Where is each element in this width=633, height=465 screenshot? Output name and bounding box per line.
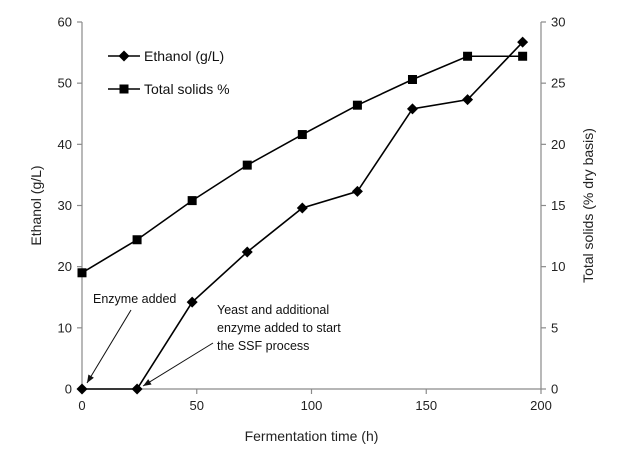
ethanol-point <box>131 383 143 395</box>
x-tick-label: 100 <box>301 398 323 413</box>
legend-label-ethanol: Ethanol (g/L) <box>144 48 224 64</box>
y-tick-label-right: 0 <box>551 382 558 397</box>
annotation-yeast-arrow-shaft <box>142 342 214 387</box>
y-axis-title-left: Ethanol (g/L) <box>28 165 44 245</box>
annotation-yeast-arrow-head <box>143 379 152 386</box>
legend-marker-total-solids <box>119 84 129 94</box>
ethanol-point <box>351 185 363 197</box>
y-tick-label-right: 30 <box>551 15 565 30</box>
y-tick-label-right: 20 <box>551 137 565 152</box>
y-tick-label-left: 60 <box>58 15 72 30</box>
ethanol-series <box>76 36 529 395</box>
y-tick-label-right: 15 <box>551 198 565 213</box>
annotation-enzyme-arrow-shaft <box>86 309 132 384</box>
x-axis-title: Fermentation time (h) <box>245 428 379 444</box>
annotation-yeast-line: Yeast and additional <box>217 303 329 317</box>
total-solids-point <box>242 160 252 170</box>
total-solids-point <box>352 100 362 110</box>
legend-label-total-solids: Total solids % <box>144 81 230 97</box>
total-solids-point <box>132 235 142 245</box>
annotation-yeast-arrow <box>142 342 214 387</box>
annotations: Enzyme added Yeast and additional enzyme a… <box>86 292 341 387</box>
annotation-yeast-line: the SSF process <box>217 339 309 353</box>
series-layer <box>76 36 529 395</box>
total-solids-point <box>463 51 473 61</box>
total-solids-series <box>77 51 528 278</box>
legend-item-ethanol: Ethanol (g/L) <box>108 48 224 64</box>
y-tick-label-right: 5 <box>551 320 558 335</box>
total-solids-point <box>77 268 87 278</box>
y-tick-label-right: 25 <box>551 76 565 91</box>
x-tick-label: 0 <box>78 398 85 413</box>
ethanol-point <box>186 296 198 308</box>
ethanol-point <box>76 383 88 395</box>
x-tick-label: 200 <box>530 398 552 413</box>
annotation-enzyme-arrow-head <box>87 374 94 383</box>
y-axis-title-right: Total solids (% dry basis) <box>580 128 596 283</box>
ethanol-point <box>241 246 253 258</box>
y-tick-label-left: 50 <box>58 76 72 91</box>
total-solids-point <box>518 51 528 61</box>
annotation-yeast-line: enzyme added to start <box>217 321 341 335</box>
ethanol-point <box>406 103 418 115</box>
ethanol-point <box>462 94 474 106</box>
legend-marker-ethanol <box>118 50 130 62</box>
annotation-enzyme-added: Enzyme added <box>93 292 176 306</box>
total-solids-point <box>297 130 307 140</box>
total-solids-point <box>407 74 417 84</box>
x-tick-label: 50 <box>190 398 204 413</box>
ethanol-point <box>296 202 308 214</box>
y-tick-label-left: 10 <box>58 320 72 335</box>
y-tick-label-left: 20 <box>58 259 72 274</box>
y-tick-label-left: 30 <box>58 198 72 213</box>
legend: Ethanol (g/L) Total solids % <box>108 48 230 97</box>
y-tick-label-left: 40 <box>58 137 72 152</box>
ethanol-point <box>517 36 529 48</box>
axes: 0 50 100 150 2000102030405060051015202530Fer… <box>28 15 596 445</box>
x-tick-label: 150 <box>415 398 437 413</box>
y-tick-label-right: 10 <box>551 259 565 274</box>
legend-item-total-solids: Total solids % <box>108 81 230 97</box>
y-tick-label-left: 0 <box>65 382 72 397</box>
annotation-enzyme-arrow <box>86 309 132 384</box>
total-solids-point <box>187 196 197 206</box>
